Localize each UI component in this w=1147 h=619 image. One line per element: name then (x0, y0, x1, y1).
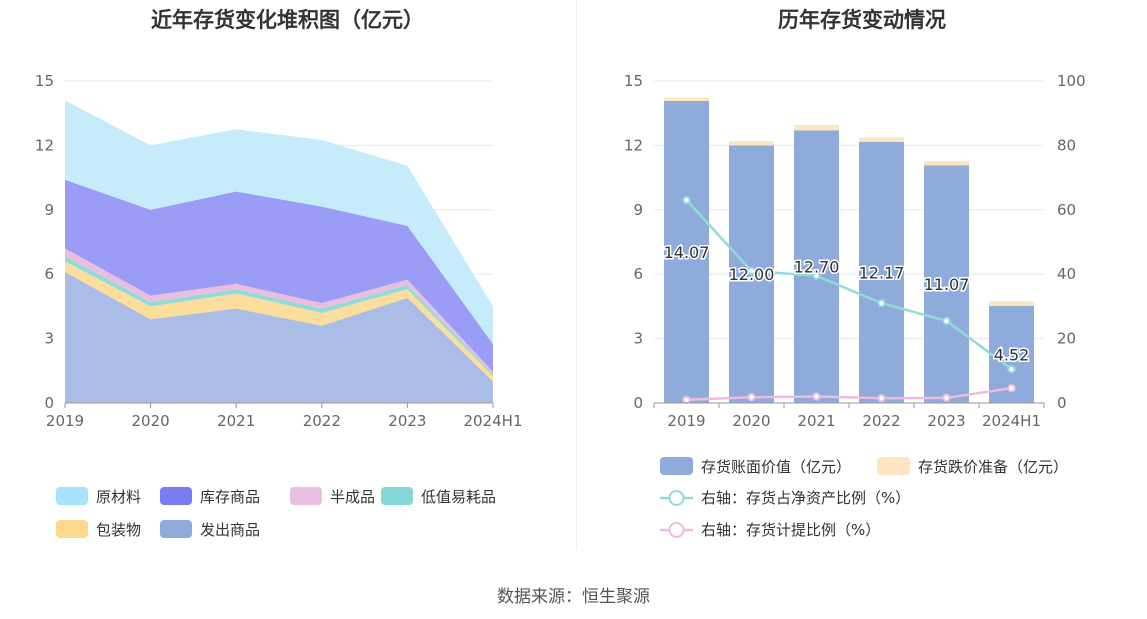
bar-line-chart: 0 3 6 9 12 15 0 20 40 60 80 100 14.07 12.00 12.70 12.17… (624, 72, 1086, 539)
legend-line-marker (668, 522, 685, 538)
y2-tick-label: 0 (1057, 394, 1067, 412)
y-tick-label: 0 (44, 394, 54, 412)
legend-label: 低值易耗品 (421, 488, 496, 506)
y-tick-label: 12 (35, 136, 54, 154)
x-tick-label: 2020 (732, 412, 770, 430)
data-source-text: 数据来源：恒生聚源 (497, 587, 650, 607)
bar-存货账面价值（亿元） (794, 130, 839, 403)
legend-swatch (160, 520, 192, 538)
line-point (1007, 364, 1016, 374)
area-库存商品 (65, 179, 493, 372)
y2-tick-label: 40 (1057, 265, 1076, 283)
y-tick-label: 12 (624, 136, 643, 154)
legend-label: 半成品 (330, 488, 375, 506)
line-point (1007, 383, 1016, 393)
legend-swatch (877, 457, 910, 475)
legend-line-marker (668, 490, 685, 506)
legend-label: 存货账面价值（亿元） (701, 458, 851, 476)
x-tick-label: 2022 (303, 412, 341, 430)
legend-swatch (160, 487, 192, 505)
y-tick-label: 3 (633, 330, 643, 348)
line-point (747, 393, 756, 402)
area-原材料 (65, 100, 493, 344)
x-tick-label: 2020 (132, 412, 170, 430)
stacked-area-chart: 0 3 6 9 12 15 2019 2020 2021 2022 2023 2024H1 原材料 库存商… (35, 72, 523, 539)
bar-存货跌价准备（亿元） (664, 97, 709, 101)
y-tick-label: 15 (624, 72, 643, 90)
x-tick-label: 2022 (862, 412, 900, 430)
bar-value-label: 4.52 (994, 345, 1030, 364)
legend-swatch (381, 487, 413, 505)
legend-label: 存货跌价准备（亿元） (918, 458, 1068, 476)
y2-tick-label: 60 (1057, 201, 1076, 219)
legend-label: 右轴：存货占净资产比例（%） (701, 489, 910, 507)
bar-line-chart-panel: 历年存货变动情况 0 3 6 9 12 15 0 20 40 60 80 100 14.07 12.00 1… (577, 0, 1147, 560)
line-point (747, 266, 756, 276)
line-point (942, 393, 951, 403)
bar-value-label: 12.70 (794, 258, 840, 277)
legend-swatch (56, 487, 88, 505)
line-point (942, 316, 951, 326)
line-point (682, 195, 691, 205)
y2-tick-label: 80 (1057, 136, 1076, 154)
bar-value-label: 12.17 (859, 263, 905, 282)
line-右轴：存货计提比例（%） (686, 386, 1012, 402)
bar-存货跌价准备（亿元） (924, 161, 969, 166)
legend-swatch (290, 487, 322, 505)
line-point (877, 393, 886, 403)
line-point (682, 395, 691, 404)
legend-label: 库存商品 (200, 488, 260, 506)
line-右轴：存货占净资产比例（%） (685, 199, 1013, 371)
y2-tick-label: 100 (1057, 72, 1086, 90)
left-chart-title: 近年存货变化堆积图（亿元） (151, 8, 424, 32)
line-point (812, 392, 821, 401)
bar-存货跌价准备（亿元） (989, 301, 1034, 306)
panel-divider (576, 0, 577, 550)
y-tick-label: 3 (44, 330, 54, 348)
y-tick-label: 9 (633, 201, 643, 219)
x-tick-label: 2021 (797, 412, 835, 430)
x-tick-label: 2019 (46, 412, 84, 430)
y-tick-label: 15 (35, 72, 54, 90)
bar-存货账面价值（亿元） (664, 100, 709, 404)
y-tick-label: 9 (44, 201, 54, 219)
bar-存货账面价值（亿元） (924, 165, 969, 403)
x-tick-label: 2021 (217, 412, 255, 430)
legend-label: 发出商品 (200, 521, 260, 539)
y-tick-label: 6 (633, 265, 643, 283)
x-tick-label: 2024H1 (464, 412, 523, 430)
bar-value-label: 12.00 (729, 265, 775, 284)
bar-存货跌价准备（亿元） (859, 137, 904, 142)
y-tick-label: 0 (633, 394, 643, 412)
line-point (812, 271, 821, 281)
right-chart-title: 历年存货变动情况 (778, 8, 946, 32)
bar-存货跌价准备（亿元） (729, 141, 774, 146)
line-point (877, 298, 886, 308)
y2-tick-label: 20 (1057, 330, 1076, 348)
bar-存货跌价准备（亿元） (794, 125, 839, 131)
area-发出商品 (65, 272, 493, 403)
x-tick-label: 2019 (667, 412, 705, 430)
bar-存货账面价值（亿元） (859, 141, 904, 403)
stacked-area-chart-panel: 近年存货变化堆积图（亿元） 0 3 6 9 12 15 2019 2020 2021 2022 20… (0, 0, 575, 560)
legend-swatch (660, 457, 693, 475)
legend-label: 包装物 (96, 521, 141, 539)
bar-value-label: 14.07 (664, 243, 710, 262)
x-tick-label: 2024H1 (982, 412, 1041, 430)
legend-swatch (56, 520, 88, 538)
legend-label: 原材料 (96, 488, 141, 506)
legend-label: 右轴：存货计提比例（%） (701, 521, 880, 539)
x-tick-label: 2023 (388, 412, 426, 430)
x-tick-label: 2023 (927, 412, 965, 430)
bar-value-label: 11.07 (924, 275, 970, 294)
y-tick-label: 6 (44, 265, 54, 283)
